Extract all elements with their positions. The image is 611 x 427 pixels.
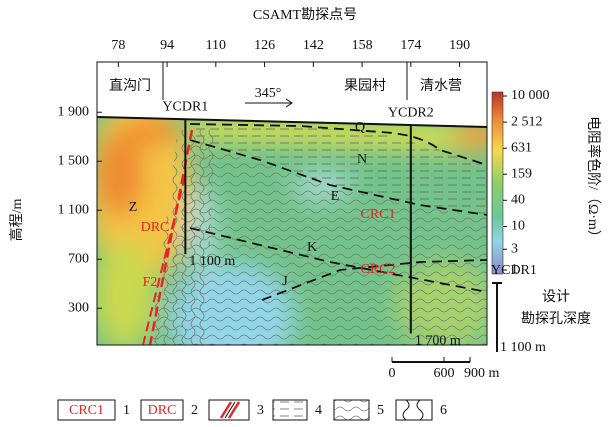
x-tick-label: 190 bbox=[449, 38, 470, 53]
structure-label: CRC1 bbox=[360, 207, 395, 222]
orientation-label: 345° bbox=[255, 86, 282, 101]
legend-box bbox=[334, 400, 369, 420]
y-tick-label: 1 500 bbox=[58, 153, 90, 168]
field-blob bbox=[93, 240, 157, 350]
colorbar bbox=[492, 92, 503, 274]
legend-symbol: CRC1 bbox=[69, 403, 104, 418]
place-label: 清水营 bbox=[420, 78, 462, 94]
chart: CSAMT勘探点号 高程/m 电阻率色阶/（Ω·m） 345° 78941101… bbox=[0, 0, 611, 427]
unit-label: E bbox=[331, 189, 340, 204]
legend-key: 2 bbox=[191, 403, 198, 418]
y-tick-label: 1 900 bbox=[58, 104, 90, 119]
legend-symbol: DRC bbox=[148, 403, 177, 418]
x-tick-label: 94 bbox=[160, 38, 174, 53]
y-axis-title: 高程/m bbox=[8, 199, 25, 242]
colorbar-tick-label: 3 bbox=[511, 241, 518, 256]
y-tick-label: 300 bbox=[68, 300, 89, 315]
page: body { margin: 0; background: #fff; font… bbox=[0, 0, 611, 427]
colorbar-tick-label: 631 bbox=[511, 140, 532, 155]
legend-key: 6 bbox=[440, 403, 447, 418]
borehole-name: YCDR2 bbox=[388, 105, 434, 120]
legend-key: 3 bbox=[257, 403, 264, 418]
colorbar-tick-label: 10 000 bbox=[511, 88, 550, 103]
x-tick-label: 158 bbox=[352, 38, 373, 53]
x-tick-label: 126 bbox=[254, 38, 275, 53]
y-tick-label: 1 100 bbox=[58, 202, 90, 217]
legend-borehole-depth: 1 100 m bbox=[500, 340, 546, 355]
legend-borehole-title: 设计 bbox=[542, 289, 570, 305]
borehole-name: YCDR1 bbox=[162, 99, 208, 114]
scale-label: 600 bbox=[434, 366, 455, 381]
colorbar-tick-label: 10 bbox=[511, 219, 525, 234]
legend-box bbox=[273, 400, 307, 420]
x-tick-label: 142 bbox=[303, 38, 324, 53]
x-tick-label: 110 bbox=[206, 38, 226, 53]
legend-key: 5 bbox=[377, 403, 384, 418]
x-tick-label: 174 bbox=[400, 38, 421, 53]
y-tick-label: 700 bbox=[68, 251, 89, 266]
unit-label: Z bbox=[129, 200, 138, 215]
borehole-depth: 1 700 m bbox=[415, 334, 461, 349]
legend-key: 1 bbox=[123, 403, 130, 418]
unit-label: N bbox=[357, 152, 367, 167]
structure-label: CRC2 bbox=[360, 262, 395, 277]
legend-borehole-title: 勘探孔深度 bbox=[521, 311, 591, 327]
scale-label: 0 bbox=[389, 366, 396, 381]
borehole-depth: 1 100 m bbox=[189, 254, 235, 269]
x-tick-label: 78 bbox=[111, 38, 125, 53]
unit-label: K bbox=[307, 240, 317, 255]
legend-key: 4 bbox=[315, 403, 322, 418]
legend-borehole-name: YCDR1 bbox=[491, 263, 537, 278]
unit-label: J bbox=[282, 274, 288, 289]
place-label: 直沟门 bbox=[109, 77, 151, 94]
colorbar-tick-label: 159 bbox=[511, 166, 532, 181]
body: {"chart_data": { "type": "section", "tit… bbox=[0, 0, 611, 427]
scale-label: 900 m bbox=[464, 366, 500, 381]
place-label: 果园村 bbox=[344, 78, 386, 94]
legend-box bbox=[396, 400, 432, 420]
chart-title: CSAMT勘探点号 bbox=[253, 7, 357, 23]
unit-label: Q bbox=[355, 120, 365, 135]
field-blob bbox=[118, 119, 182, 145]
colorbar-title: 电阻率色阶/（Ω·m） bbox=[585, 116, 602, 244]
structure-label: DRC bbox=[141, 220, 170, 235]
structure-label: F2 bbox=[143, 275, 158, 290]
colorbar-tick-label: 2 512 bbox=[511, 114, 543, 129]
colorbar-tick-label: 40 bbox=[511, 193, 525, 208]
